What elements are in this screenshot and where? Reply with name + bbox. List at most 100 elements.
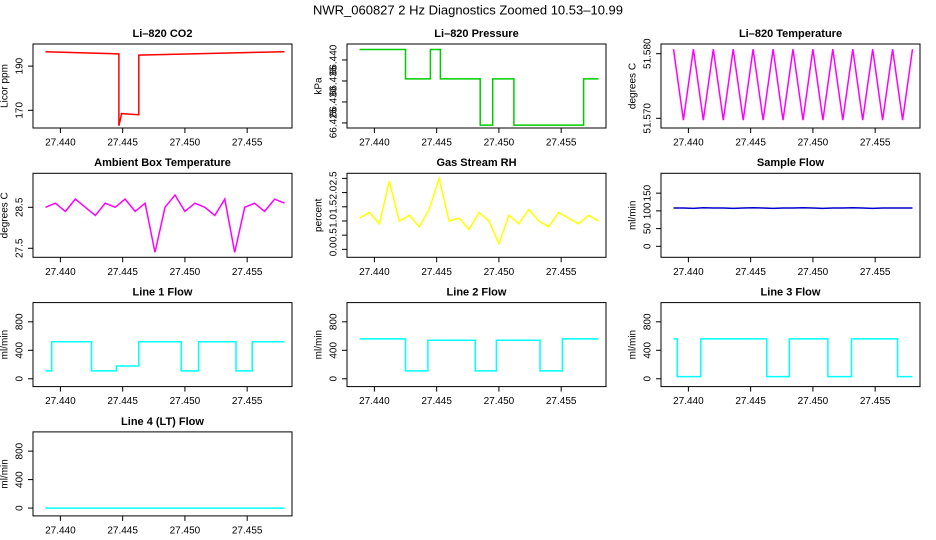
y-tick-label: 66.435 — [329, 65, 340, 96]
y-tick-label: 66.425 — [329, 107, 340, 138]
x-tick-label: 27.445 — [107, 138, 138, 149]
y-tick-label: 1.5 — [329, 199, 340, 213]
x-tick-label: 27.445 — [735, 138, 766, 149]
plot-frame — [660, 172, 921, 258]
x-tick-label: 27.455 — [546, 396, 577, 407]
y-tick-label: 400 — [329, 342, 340, 359]
y-tick-label: 0 — [15, 376, 26, 382]
y-tick-label: 0 — [643, 376, 654, 382]
page-title: NWR_060827 2 Hz Diagnostics Zoomed 10.53… — [313, 2, 623, 17]
x-tick-label: 27.445 — [421, 396, 452, 407]
data-line — [359, 175, 599, 246]
x-tick-label: 27.440 — [45, 267, 76, 278]
y-tick-label: 0 — [329, 376, 340, 382]
y-axis-label: ml/min — [0, 330, 11, 359]
y-tick-label: 800 — [329, 313, 340, 330]
y-tick-label: 2.0 — [329, 185, 340, 199]
y-tick-label: 0.0 — [329, 242, 340, 256]
x-tick-label: 27.450 — [484, 267, 515, 278]
data-line — [672, 49, 914, 121]
x-tick-label: 27.455 — [546, 267, 577, 278]
x-tick-label: 27.450 — [170, 138, 201, 149]
y-tick-label: 400 — [15, 342, 26, 359]
panel-title: Li–820 CO2 — [133, 28, 193, 40]
panel-title: Ambient Box Temperature — [94, 157, 231, 169]
x-tick-label: 27.445 — [107, 267, 138, 278]
x-tick-label: 27.455 — [860, 138, 891, 149]
y-tick-label: 400 — [15, 471, 26, 488]
plot-frame — [32, 431, 293, 517]
y-tick-label: 66.430 — [329, 86, 340, 117]
data-line — [673, 338, 913, 378]
y-tick-label: 0.5 — [329, 228, 340, 242]
x-tick-label: 27.440 — [45, 138, 76, 149]
x-tick-label: 27.445 — [107, 396, 138, 407]
y-tick-label: 800 — [643, 313, 654, 330]
panel-title: Sample Flow — [757, 157, 825, 169]
x-tick-label: 27.450 — [170, 396, 201, 407]
x-tick-label: 27.440 — [359, 396, 390, 407]
y-tick-label: 800 — [15, 313, 26, 330]
panel-title: Line 2 Flow — [447, 287, 507, 299]
y-tick-label: 28.5 — [15, 197, 26, 217]
data-line — [673, 206, 913, 210]
y-axis-label: ml/min — [628, 201, 639, 230]
panel-title: Line 3 Flow — [761, 287, 821, 299]
y-axis-label: ml/min — [0, 459, 11, 488]
y-tick-label: 51.580 — [643, 38, 654, 69]
plot-frame — [660, 302, 921, 388]
panel-title: Gas Stream RH — [436, 157, 516, 169]
y-tick-label: 2.5 — [329, 171, 340, 185]
y-axis-label: degrees C — [628, 63, 639, 109]
y-tick-label: 66.440 — [329, 44, 340, 75]
x-tick-label: 27.455 — [546, 138, 577, 149]
y-axis-label: Licor ppm — [0, 64, 11, 108]
x-tick-label: 27.445 — [421, 267, 452, 278]
x-tick-label: 27.450 — [798, 138, 829, 149]
x-tick-label: 27.445 — [421, 138, 452, 149]
y-tick-label: 50 — [643, 223, 654, 235]
plot-frame — [346, 172, 607, 258]
x-tick-label: 27.455 — [232, 138, 263, 149]
y-axis-label: percent — [314, 198, 325, 232]
x-tick-label: 27.450 — [484, 138, 515, 149]
x-tick-label: 27.440 — [359, 138, 390, 149]
y-tick-label: 51.570 — [643, 103, 654, 134]
x-tick-label: 27.455 — [232, 267, 263, 278]
y-tick-label: 170 — [15, 102, 26, 119]
plot-frame — [32, 302, 293, 388]
x-tick-label: 27.440 — [673, 138, 704, 149]
y-axis-label: kPa — [314, 77, 325, 95]
data-line — [359, 338, 599, 372]
y-tick-label: 190 — [15, 57, 26, 74]
y-axis-label: ml/min — [314, 330, 325, 359]
plot-frame — [660, 43, 921, 129]
x-tick-label: 27.450 — [798, 267, 829, 278]
data-line — [45, 341, 285, 372]
panel-title: Li–820 Temperature — [739, 28, 842, 40]
x-tick-label: 27.450 — [170, 267, 201, 278]
y-axis-label: ml/min — [628, 330, 639, 359]
x-tick-label: 27.440 — [359, 267, 390, 278]
x-tick-label: 27.455 — [232, 396, 263, 407]
panel-title: Li–820 Pressure — [434, 28, 518, 40]
x-tick-label: 27.440 — [673, 396, 704, 407]
y-tick-label: 27.5 — [15, 238, 26, 258]
y-tick-label: 0 — [643, 243, 654, 249]
plot-frame — [346, 43, 607, 129]
x-tick-label: 27.455 — [860, 396, 891, 407]
x-tick-label: 27.450 — [798, 396, 829, 407]
panel-title: Line 4 (LT) Flow — [121, 416, 204, 428]
x-tick-label: 27.450 — [170, 526, 201, 537]
y-tick-label: 1.0 — [329, 214, 340, 228]
plot-frame — [32, 43, 293, 129]
x-tick-label: 27.445 — [107, 526, 138, 537]
y-axis-label: degrees C — [0, 192, 11, 238]
data-line — [359, 48, 599, 126]
y-tick-label: 800 — [15, 442, 26, 459]
x-tick-label: 27.445 — [735, 267, 766, 278]
data-line — [45, 50, 285, 126]
x-tick-label: 27.445 — [735, 396, 766, 407]
